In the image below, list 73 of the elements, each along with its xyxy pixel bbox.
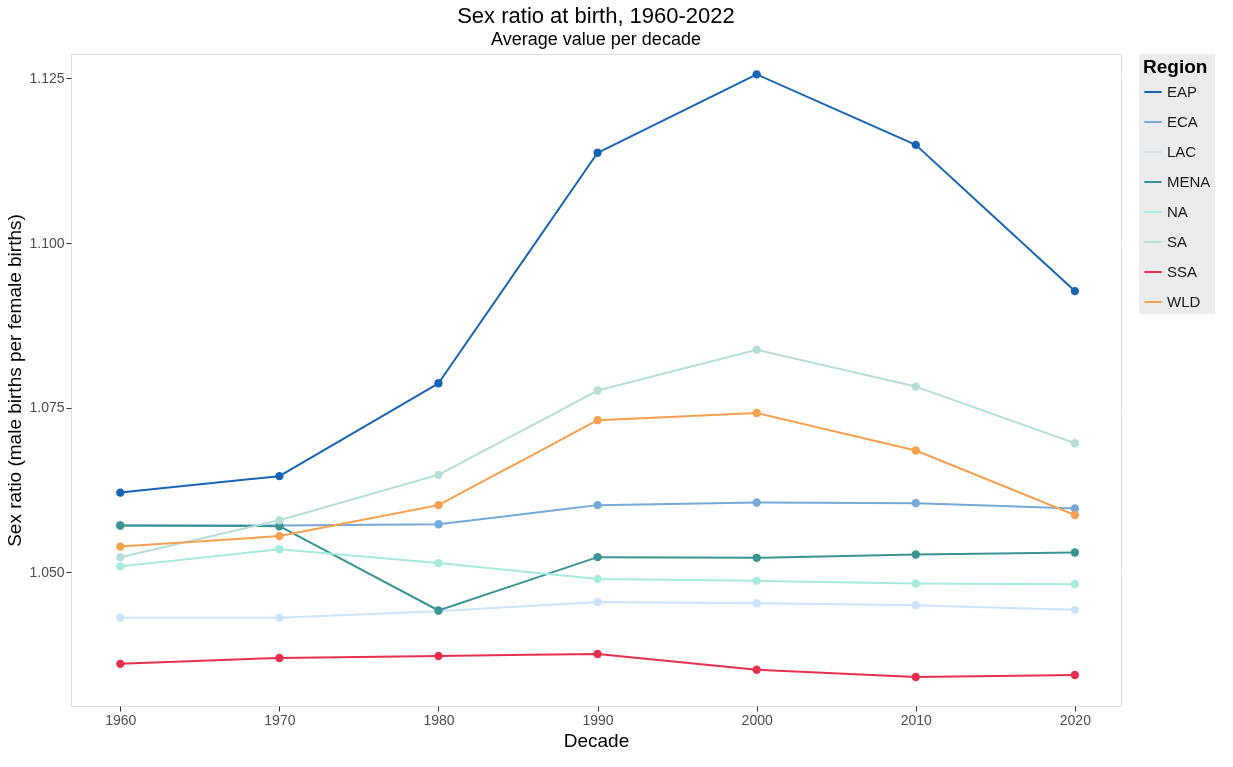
point [1070,605,1080,615]
legend-label: EAP [1167,83,1198,100]
point [1070,286,1080,296]
legend-title: Region [1143,56,1208,77]
point [752,498,761,507]
point [911,382,920,391]
point [752,553,761,562]
y-tick-label: 1.125 [29,69,65,86]
point [593,148,602,157]
chart-title: Sex ratio at birth, 1960-2022 [457,3,735,28]
legend-label: WLD [1167,293,1201,310]
point [116,542,125,551]
x-tick-label: 2000 [741,711,773,728]
point [1070,670,1080,680]
point [752,665,761,674]
point [275,545,284,554]
y-tick-label: 1.050 [29,563,65,580]
point [116,488,125,497]
y-tick-label: 1.100 [29,234,65,251]
point [593,500,602,510]
legend-label: NA [1167,203,1188,220]
chart-subtitle: Average value per decade [491,29,701,49]
point [911,140,920,150]
point [116,562,125,571]
point [1070,548,1080,557]
point [911,579,920,588]
point [752,345,761,354]
legend-label: SA [1167,233,1188,250]
point [434,558,443,568]
legend-label: LAC [1167,143,1197,160]
point [275,613,284,622]
point [116,552,125,562]
point [752,408,761,418]
point [1070,439,1080,448]
x-tick-label: 1960 [105,711,137,728]
point [275,653,284,663]
point [593,574,602,584]
x-tick-label: 2020 [1059,711,1092,728]
point [752,599,761,608]
point [1070,579,1080,589]
point [911,601,920,610]
point [434,520,443,529]
point [593,552,602,562]
point [434,379,443,388]
point [911,550,920,559]
point [116,659,125,669]
x-axis-title: Decade [563,729,630,751]
point [911,672,920,682]
y-axis-title: Sex ratio (male births per female births) [4,214,26,547]
point [1070,510,1080,520]
point [116,613,125,622]
point [911,498,920,508]
x-tick-label: 1990 [582,711,614,728]
point [752,70,761,79]
legend-label: ECA [1167,113,1198,130]
point [593,649,602,659]
point [434,470,443,480]
x-tick-label: 2010 [900,711,933,728]
point [911,446,920,455]
point [593,597,602,607]
point [275,516,284,525]
y-tick-label: 1.075 [29,399,65,416]
legend-label: SSA [1167,263,1198,280]
point [434,500,443,510]
point [593,386,602,395]
point [434,651,443,661]
point [593,416,602,425]
x-tick-label: 1970 [264,711,296,728]
point [275,531,284,541]
point [752,576,761,586]
legend-label: MENA [1167,173,1211,190]
point [275,471,284,481]
x-tick-label: 1980 [423,711,455,728]
